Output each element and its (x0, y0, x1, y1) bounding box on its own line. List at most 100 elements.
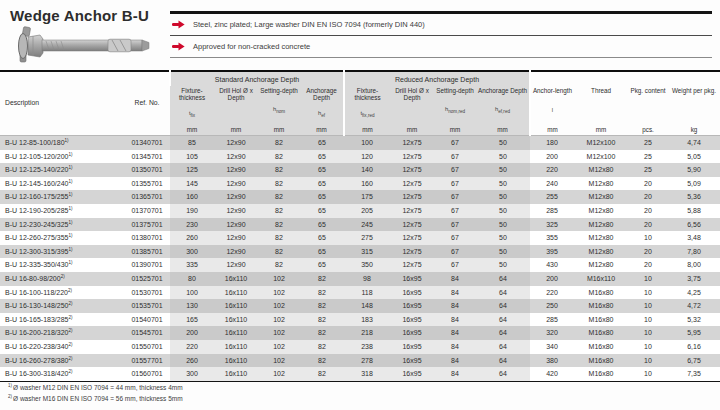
col-anchor-length: Anchor-lengthlmm (530, 86, 574, 136)
cell-std-drill: 16x110 (214, 367, 258, 381)
cell-description: B-U 12-125-140/2201) (0, 163, 124, 177)
cell-red-fixture: 350 (344, 258, 390, 272)
cell-std-setting: 82 (258, 218, 300, 232)
cell-anchor-length: 255 (530, 190, 574, 204)
cell-std-fixture: 80 (170, 272, 214, 286)
cell-red-anchorage: 64 (476, 354, 530, 368)
cell-pkg-content: 20 (628, 190, 668, 204)
cell-red-fixture: 98 (344, 272, 390, 286)
cell-red-setting: 84 (434, 286, 476, 300)
table-row: B-U 16-165-183/2852)0154070116516x110102… (0, 313, 720, 327)
cell-std-fixture: 260 (170, 354, 214, 368)
cell-description: B-U 12-160-175/2551) (0, 190, 124, 204)
cell-description: B-U 12-85-100/1801) (0, 136, 124, 150)
cell-std-fixture: 220 (170, 340, 214, 354)
table-row: B-U 16-220-238/3402)0155070122016x110102… (0, 340, 720, 354)
cell-std-setting: 82 (258, 177, 300, 191)
cell-red-drill: 16x95 (390, 367, 434, 381)
cell-std-fixture: 230 (170, 218, 214, 232)
cell-weight: 5,88 (668, 204, 720, 218)
cell-std-anchorage: 65 (300, 136, 344, 150)
cell-red-anchorage: 50 (476, 150, 530, 164)
cell-red-setting: 67 (434, 218, 476, 232)
cell-red-setting: 67 (434, 231, 476, 245)
cell-std-drill: 12x90 (214, 245, 258, 259)
cell-anchor-length: 220 (530, 163, 574, 177)
cell-red-setting: 84 (434, 340, 476, 354)
cell-weight: 6,56 (668, 218, 720, 232)
cell-std-setting: 102 (258, 354, 300, 368)
table-row: B-U 16-80-98/2002)015257018016x110102829… (0, 272, 720, 286)
cell-red-fixture: 183 (344, 313, 390, 327)
cell-red-anchorage: 50 (476, 218, 530, 232)
cell-std-anchorage: 65 (300, 190, 344, 204)
cell-ref-no: 01380701 (124, 231, 170, 245)
cell-red-drill: 12x75 (390, 163, 434, 177)
cell-std-fixture: 200 (170, 326, 214, 340)
cell-std-drill: 16x110 (214, 340, 258, 354)
cell-red-setting: 67 (434, 136, 476, 150)
cell-red-anchorage: 50 (476, 231, 530, 245)
product-spec-table: Standard Anchorage Depth Reduced Anchora… (0, 70, 720, 382)
cell-ref-no: 01340701 (124, 136, 170, 150)
cell-weight: 5,90 (668, 163, 720, 177)
cell-weight: 4,25 (668, 286, 720, 300)
cell-red-setting: 67 (434, 204, 476, 218)
col-red-drill-hole: Drill Hol Ø x Depthmm (390, 86, 434, 136)
cell-red-drill: 12x75 (390, 136, 434, 150)
cell-std-setting: 82 (258, 163, 300, 177)
cell-std-drill: 12x90 (214, 231, 258, 245)
cell-anchor-length: 285 (530, 204, 574, 218)
cell-anchor-length: 325 (530, 218, 574, 232)
cell-std-anchorage: 65 (300, 245, 344, 259)
table-row: B-U 16-260-278/3802)0155770126016x110102… (0, 354, 720, 368)
cell-red-anchorage: 50 (476, 245, 530, 259)
cell-std-anchorage: 82 (300, 367, 344, 381)
cell-std-anchorage: 82 (300, 326, 344, 340)
cell-pkg-content: 10 (628, 367, 668, 381)
cell-pkg-content: 10 (628, 286, 668, 300)
footnote-1: 1)Ø washer M12 DIN EN ISO 7094 = 44 mm, … (8, 381, 183, 392)
cell-red-anchorage: 64 (476, 286, 530, 300)
cell-std-drill: 16x110 (214, 313, 258, 327)
cell-red-fixture: 148 (344, 299, 390, 313)
table-row: B-U 16-200-218/3202)0154570120016x110102… (0, 326, 720, 340)
cell-thread: M12x80 (574, 231, 628, 245)
table-row: B-U 16-300-318/4202)0156070130016x110102… (0, 367, 720, 381)
feature-list: Steel, zinc plated; Large washer DIN EN … (170, 11, 712, 58)
cell-anchor-length: 395 (530, 245, 574, 259)
cell-red-drill: 12x75 (390, 258, 434, 272)
cell-description: B-U 16-200-218/3202) (0, 326, 124, 340)
cell-std-anchorage: 65 (300, 163, 344, 177)
cell-red-setting: 84 (434, 299, 476, 313)
cell-description: B-U 16-220-238/3402) (0, 340, 124, 354)
cell-std-setting: 82 (258, 150, 300, 164)
cell-weight: 6,75 (668, 354, 720, 368)
arrow-icon (172, 42, 185, 51)
cell-red-fixture: 160 (344, 177, 390, 191)
cell-std-fixture: 190 (170, 204, 214, 218)
cell-red-fixture: 315 (344, 245, 390, 259)
cell-pkg-content: 20 (628, 258, 668, 272)
cell-description: B-U 16-300-318/4202) (0, 367, 124, 381)
cell-std-drill: 12x90 (214, 177, 258, 191)
cell-std-fixture: 160 (170, 190, 214, 204)
cell-thread: M16x80 (574, 313, 628, 327)
cell-red-anchorage: 64 (476, 340, 530, 354)
cell-std-setting: 82 (258, 190, 300, 204)
cell-std-anchorage: 65 (300, 150, 344, 164)
cell-description: B-U 16-260-278/3802) (0, 354, 124, 368)
cell-thread: M12x100 (574, 150, 628, 164)
cell-red-drill: 16x95 (390, 272, 434, 286)
cell-red-drill: 16x95 (390, 340, 434, 354)
cell-description: B-U 12-105-120/2001) (0, 150, 124, 164)
cell-red-drill: 16x95 (390, 313, 434, 327)
cell-red-anchorage: 50 (476, 136, 530, 150)
cell-std-fixture: 145 (170, 177, 214, 191)
table-row: B-U 16-130-148/2502)0153570113016x110102… (0, 299, 720, 313)
cell-weight: 7,80 (668, 245, 720, 259)
footnotes: 1)Ø washer M12 DIN EN ISO 7094 = 44 mm, … (8, 381, 183, 403)
cell-thread: M16x80 (574, 367, 628, 381)
cell-std-drill: 12x90 (214, 163, 258, 177)
cell-pkg-content: 10 (628, 313, 668, 327)
